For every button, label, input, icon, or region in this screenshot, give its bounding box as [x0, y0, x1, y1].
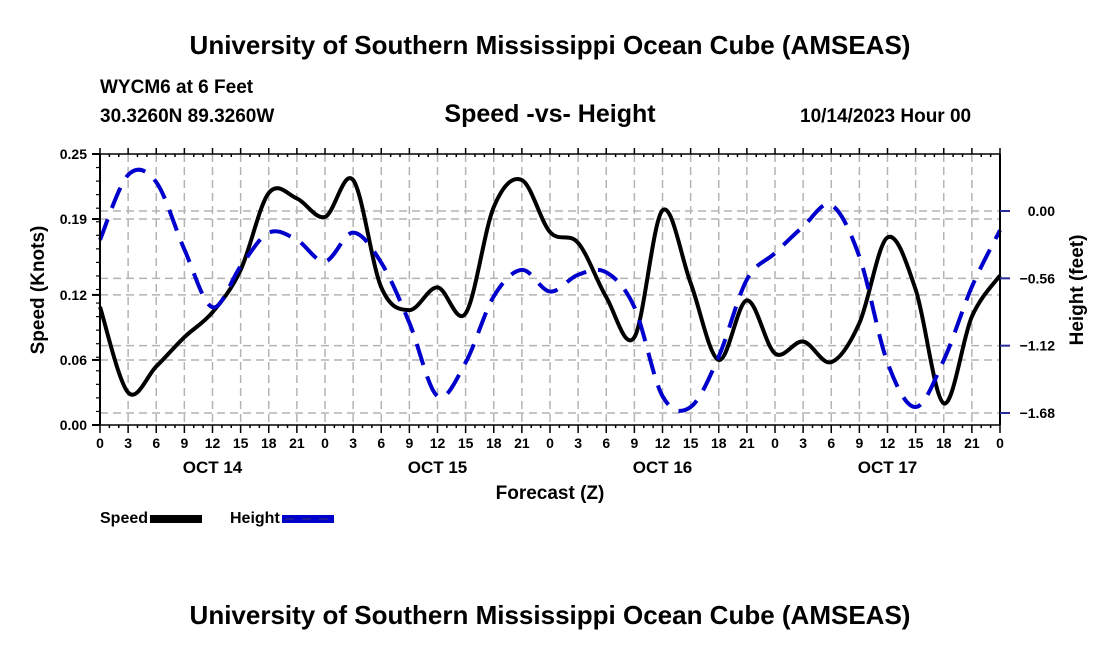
day-label: OCT 14 — [183, 458, 243, 477]
y2-tick-label: −0.56 — [1020, 270, 1056, 286]
x-tick-label: 21 — [964, 435, 980, 451]
legend-swatch-speed — [150, 515, 203, 523]
x-tick-label: 18 — [261, 435, 277, 451]
x-tick-label: 9 — [180, 435, 188, 451]
day-label: OCT 16 — [633, 458, 693, 477]
tick-labels-group: 0 3 6 9 12 15 18 21 0 3 6 9 12 15 18 21 0 3 6 9 12 15 18 21 0 3 6 9… — [60, 146, 1055, 477]
x-tick-label: 12 — [430, 435, 446, 451]
series-group — [98, 167, 1002, 413]
x-tick-label: 0 — [546, 435, 554, 451]
x-tick-label: 15 — [233, 435, 249, 451]
x-tick-label: 12 — [880, 435, 896, 451]
forecast-datetime: 10/14/2023 Hour 00 — [800, 106, 972, 127]
x-tick-label: 12 — [205, 435, 221, 451]
station-label: WYCM6 at 6 Feet — [100, 77, 254, 98]
y-tick-label: 0.12 — [60, 287, 87, 303]
y-tick-label: 0.00 — [60, 417, 87, 433]
x-tick-label: 18 — [486, 435, 502, 451]
x-tick-label: 15 — [458, 435, 474, 451]
x-tick-label: 6 — [377, 435, 385, 451]
y2-tick-label: −1.12 — [1020, 338, 1056, 354]
series-line-height — [98, 167, 1002, 413]
x-tick-label: 0 — [996, 435, 1004, 451]
day-label: OCT 15 — [408, 458, 468, 477]
series-line-speed — [98, 176, 1002, 406]
x-tick-label: 0 — [771, 435, 779, 451]
x-tick-label: 21 — [514, 435, 530, 451]
legend-item-speed: Speed — [100, 510, 203, 528]
legend-item-height: Height — [230, 510, 334, 528]
x-tick-label: 9 — [405, 435, 413, 451]
x-tick-label: 6 — [827, 435, 835, 451]
y-axis-label: Speed (Knots) — [28, 226, 49, 355]
x-tick-label: 9 — [855, 435, 863, 451]
y2-tick-label: −1.68 — [1020, 405, 1056, 421]
x-tick-label: 0 — [96, 435, 104, 451]
day-label: OCT 17 — [858, 458, 918, 477]
x-tick-label: 3 — [124, 435, 132, 451]
y2-axis-label: Height (feet) — [1067, 235, 1088, 346]
legend-label-height: Height — [230, 510, 280, 527]
x-tick-label: 15 — [683, 435, 699, 451]
y-tick-label: 0.25 — [60, 146, 87, 162]
coordinates-label: 30.3260N 89.3260W — [100, 106, 275, 127]
footer-title: University of Southern Mississippi Ocean… — [189, 600, 911, 630]
x-tick-label: 6 — [602, 435, 610, 451]
axes-group — [92, 148, 1010, 433]
x-tick-label: 21 — [739, 435, 755, 451]
x-tick-label: 3 — [574, 435, 582, 451]
y-tick-label: 0.06 — [60, 352, 87, 368]
y-tick-label: 0.19 — [60, 211, 87, 227]
x-tick-label: 21 — [289, 435, 305, 451]
legend-label-speed: Speed — [100, 510, 149, 527]
x-tick-label: 3 — [799, 435, 807, 451]
x-axis-label: Forecast (Z) — [495, 483, 605, 504]
x-tick-label: 9 — [630, 435, 638, 451]
x-tick-label: 6 — [152, 435, 160, 451]
y2-tick-label: 0.00 — [1028, 203, 1055, 219]
legend-swatch-height — [281, 515, 334, 523]
x-tick-label: 12 — [655, 435, 671, 451]
main-title: University of Southern Mississippi Ocean… — [189, 30, 911, 60]
x-tick-label: 15 — [908, 435, 924, 451]
chart-subtitle: Speed -vs- Height — [444, 100, 656, 128]
x-tick-label: 3 — [349, 435, 357, 451]
x-tick-label: 18 — [711, 435, 727, 451]
x-tick-label: 18 — [936, 435, 952, 451]
x-tick-label: 0 — [321, 435, 329, 451]
grid-lines — [100, 154, 1000, 425]
